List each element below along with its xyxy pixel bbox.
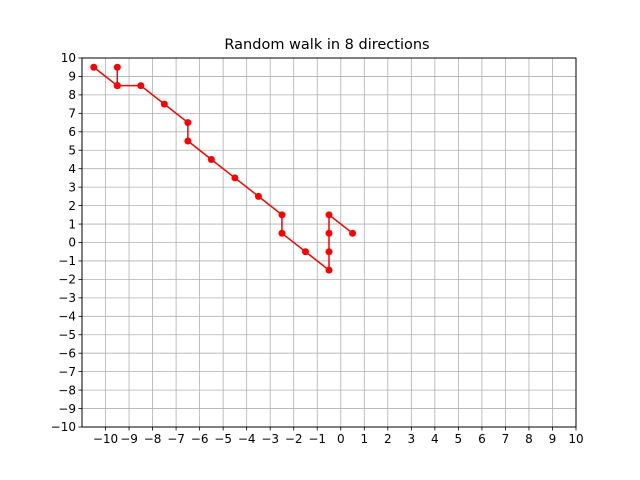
x-tick-label: 4 xyxy=(431,432,439,446)
x-tick-label: 10 xyxy=(568,432,583,446)
walk-point xyxy=(160,100,168,108)
walk-point xyxy=(325,266,333,274)
x-tick-label: 6 xyxy=(478,432,486,446)
x-tick-label: 5 xyxy=(455,432,463,446)
walk-point xyxy=(278,211,286,219)
walk-point xyxy=(184,137,192,145)
y-tick-label: 9 xyxy=(68,70,76,84)
y-tick-label: −1 xyxy=(58,254,76,268)
x-tick-label: −10 xyxy=(93,432,118,446)
y-tick-label: 5 xyxy=(68,143,76,157)
walk-point xyxy=(325,229,333,237)
walk-point xyxy=(254,192,262,200)
y-tick-label: −2 xyxy=(58,273,76,287)
x-tick-label: 8 xyxy=(525,432,533,446)
x-tick-label: −7 xyxy=(167,432,185,446)
y-tick-label: −9 xyxy=(58,402,76,416)
y-tick-label: −4 xyxy=(58,310,76,324)
x-tick-label: −1 xyxy=(308,432,326,446)
x-tick-label: −9 xyxy=(120,432,138,446)
x-tick-label: 7 xyxy=(502,432,510,446)
x-tick-label: −4 xyxy=(238,432,256,446)
walk-point xyxy=(278,229,286,237)
y-tick-label: 2 xyxy=(68,199,76,213)
y-tick-label: −7 xyxy=(58,365,76,379)
walk-series xyxy=(90,63,357,274)
chart-title: Random walk in 8 directions xyxy=(224,37,429,53)
walk-point xyxy=(325,248,333,256)
y-tick-label: 0 xyxy=(68,236,76,250)
y-tick-label: 1 xyxy=(68,217,76,231)
x-tick-label: 2 xyxy=(384,432,392,446)
y-tick-label: 8 xyxy=(68,88,76,102)
x-tick-label: −2 xyxy=(285,432,303,446)
walk-point xyxy=(184,119,192,127)
y-tick-label: 10 xyxy=(61,51,76,65)
y-tick-label: −3 xyxy=(58,291,76,305)
grid-lines xyxy=(82,57,577,428)
walk-point xyxy=(231,174,239,182)
walk-point xyxy=(90,63,98,71)
y-tick-label: 3 xyxy=(68,180,76,194)
x-tick-label: −3 xyxy=(261,432,279,446)
x-tick-label: −8 xyxy=(144,432,162,446)
walk-point xyxy=(325,211,333,219)
y-tick-label: 4 xyxy=(68,162,76,176)
y-tick-label: −8 xyxy=(58,383,76,397)
walk-point xyxy=(207,155,215,163)
y-tick-label: −6 xyxy=(58,346,76,360)
walk-point xyxy=(113,63,121,71)
walk-point xyxy=(349,229,357,237)
y-tick-label: −5 xyxy=(58,328,76,342)
y-tick-label: 6 xyxy=(68,125,76,139)
x-tick-label: 3 xyxy=(408,432,416,446)
x-tick-label: −5 xyxy=(214,432,232,446)
x-tick-label: 9 xyxy=(549,432,557,446)
walk-point xyxy=(301,248,309,256)
walk-point xyxy=(113,82,121,90)
axis-ticks: −10 −9 −8 −7 −6 −5 −4 −3 −2 −1 0 1 2 3 4 5 6 7 8 9 10−10−9−8… xyxy=(51,51,584,446)
y-tick-label: −10 xyxy=(51,420,76,434)
y-tick-label: 7 xyxy=(68,107,76,121)
x-tick-label: 0 xyxy=(337,432,345,446)
x-tick-label: −6 xyxy=(191,432,209,446)
walk-point xyxy=(137,82,145,90)
x-tick-label: 1 xyxy=(360,432,368,446)
